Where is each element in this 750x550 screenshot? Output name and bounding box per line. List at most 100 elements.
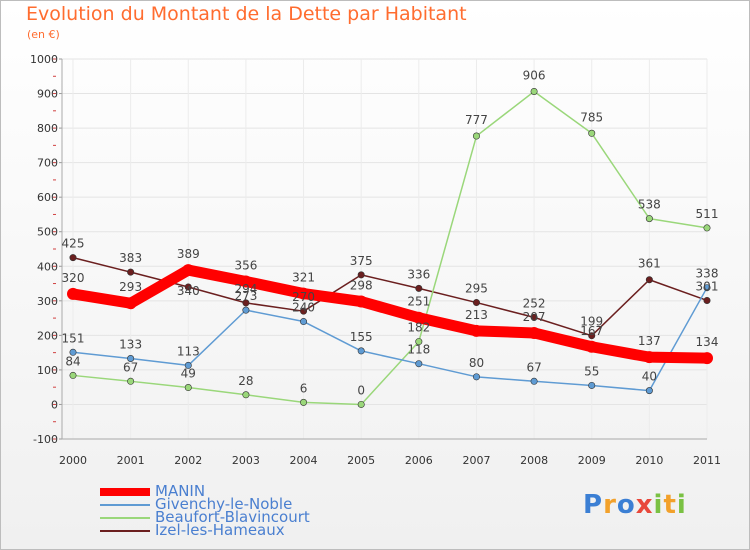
y-tick-label: 400 <box>37 260 58 273</box>
legend-swatch <box>100 488 150 496</box>
data-point-beaufort-blavincourt <box>530 87 538 95</box>
data-label-beaufort-blavincourt: 84 <box>65 354 80 368</box>
axes: -100 0 100 200 300 400 500 600 700 800 900 1000 2000… <box>30 53 721 467</box>
data-label-givenchy-le-noble: 118 <box>407 343 430 357</box>
data-label-givenchy-le-noble: 240 <box>292 301 315 315</box>
y-tick-label: 100 <box>37 364 58 377</box>
data-point-izel-les-hameaux <box>357 271 365 279</box>
data-point-givenchy-le-noble <box>588 381 596 389</box>
data-label-givenchy-le-noble: 55 <box>584 364 599 378</box>
data-label-givenchy-le-noble: 80 <box>469 356 484 370</box>
data-label-izel-les-hameaux: 252 <box>523 296 546 310</box>
data-point-givenchy-le-noble <box>357 347 365 355</box>
data-label-manin: 134 <box>696 335 719 349</box>
y-tick-label: 800 <box>37 122 58 135</box>
x-tick-label: 2004 <box>290 454 318 467</box>
data-label-izel-les-hameaux: 336 <box>407 267 430 281</box>
x-tick-label: 2003 <box>232 454 260 467</box>
data-label-izel-les-hameaux: 361 <box>638 257 661 271</box>
legend-label: Izel-les-Hameaux <box>155 521 285 539</box>
data-point-givenchy-le-noble <box>242 306 250 314</box>
y-tick-label: 900 <box>37 88 58 101</box>
data-point-manin <box>412 311 425 324</box>
data-point-manin <box>701 352 713 365</box>
data-point-izel-les-hameaux <box>184 283 192 291</box>
proxiti-logo: Proxiti <box>583 490 687 520</box>
data-point-givenchy-le-noble <box>184 361 192 369</box>
data-label-izel-les-hameaux: 301 <box>696 279 719 293</box>
x-tick-label: 2008 <box>520 454 548 467</box>
data-label-izel-les-hameaux: 294 <box>234 282 257 296</box>
y-tick-label: 200 <box>37 329 58 342</box>
data-label-manin: 137 <box>638 334 661 348</box>
x-tick-label: 2009 <box>578 454 606 467</box>
data-label-givenchy-le-noble: 273 <box>234 289 257 303</box>
data-point-beaufort-blavincourt <box>415 338 423 346</box>
data-label-izel-les-hameaux: 199 <box>580 315 603 329</box>
data-point-beaufort-blavincourt <box>588 129 596 137</box>
x-tick-label: 2002 <box>174 454 202 467</box>
data-label-manin: 389 <box>177 247 200 261</box>
data-label-beaufort-blavincourt: 6 <box>300 381 308 395</box>
data-label-givenchy-le-noble: 113 <box>177 344 200 358</box>
data-point-izel-les-hameaux <box>588 332 596 340</box>
data-point-givenchy-le-noble <box>127 355 135 363</box>
data-label-beaufort-blavincourt: 906 <box>523 68 546 82</box>
data-point-beaufort-blavincourt <box>127 377 135 385</box>
series-layer <box>67 87 713 408</box>
x-tick-label: 2006 <box>405 454 433 467</box>
data-label-beaufort-blavincourt: 0 <box>357 383 365 397</box>
data-point-beaufort-blavincourt <box>69 371 77 379</box>
data-point-izel-les-hameaux <box>530 313 538 321</box>
data-point-izel-les-hameaux <box>127 268 135 276</box>
data-point-givenchy-le-noble <box>703 284 711 292</box>
data-point-izel-les-hameaux <box>300 307 308 315</box>
data-point-manin <box>124 297 137 310</box>
data-point-manin <box>470 324 483 337</box>
data-label-givenchy-le-noble: 155 <box>350 330 373 344</box>
data-label-manin: 320 <box>62 271 85 285</box>
data-point-beaufort-blavincourt <box>242 391 250 399</box>
data-label-beaufort-blavincourt: 785 <box>580 110 603 124</box>
data-point-manin <box>67 287 79 300</box>
logo-letter: i <box>676 490 687 520</box>
data-label-beaufort-blavincourt: 67 <box>123 360 138 374</box>
data-label-manin: 321 <box>292 271 315 285</box>
data-label-izel-les-hameaux: 425 <box>62 237 85 251</box>
logo-letter: P <box>583 490 604 520</box>
data-point-givenchy-le-noble <box>69 348 77 356</box>
x-tick-label: 2007 <box>462 454 490 467</box>
legend-label: MANIN <box>155 482 206 500</box>
x-tick-label: 2005 <box>347 454 375 467</box>
data-point-manin <box>297 287 310 300</box>
data-point-izel-les-hameaux <box>415 284 423 292</box>
data-point-izel-les-hameaux <box>69 254 77 262</box>
data-point-izel-les-hameaux <box>645 276 653 284</box>
data-point-givenchy-le-noble <box>300 318 308 326</box>
series-line-izel-les-hameaux <box>72 256 708 337</box>
grid <box>62 58 708 440</box>
data-label-manin: 167 <box>580 324 603 338</box>
legend-label: Givenchy-le-Noble <box>155 495 293 513</box>
data-point-manin <box>528 326 541 339</box>
data-label-givenchy-le-noble: 40 <box>642 370 657 384</box>
data-point-beaufort-blavincourt <box>472 132 480 140</box>
data-label-izel-les-hameaux: 270 <box>292 290 315 304</box>
data-label-beaufort-blavincourt: 777 <box>465 113 488 127</box>
data-point-manin <box>355 295 368 308</box>
unit-label: (en €) <box>27 28 60 41</box>
legend-swatch <box>100 517 150 519</box>
logo-letter: t <box>663 490 677 520</box>
data-label-manin: 213 <box>465 308 488 322</box>
data-label-izel-les-hameaux: 383 <box>119 251 142 265</box>
data-point-givenchy-le-noble <box>645 387 653 395</box>
data-label-givenchy-le-noble: 338 <box>696 267 719 281</box>
data-label-izel-les-hameaux: 340 <box>177 284 200 298</box>
data-label-manin: 207 <box>523 310 546 324</box>
data-label-izel-les-hameaux: 375 <box>350 254 373 268</box>
data-point-manin <box>182 264 195 277</box>
data-point-izel-les-hameaux <box>242 299 250 307</box>
